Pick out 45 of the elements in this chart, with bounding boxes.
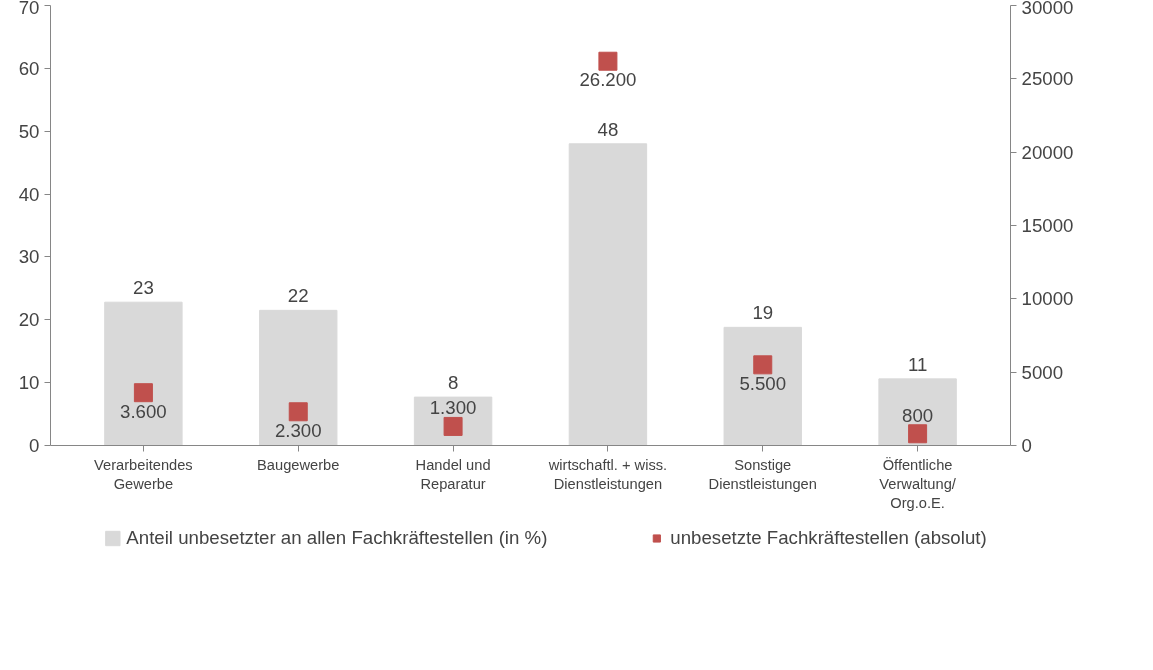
y2-tick-label: 20000 (1021, 141, 1074, 163)
y-tick-label: 70 (18, 0, 40, 18)
y-tick-label: 50 (18, 120, 40, 142)
point (598, 51, 618, 71)
bar (259, 309, 338, 446)
data-label: 23 (133, 277, 154, 299)
y-tick-label: 60 (18, 57, 40, 79)
y2-tick-label: 5000 (1021, 361, 1064, 383)
point (133, 383, 153, 403)
y-tick-label: 0 (29, 435, 40, 456)
y-tick-label: 30 (18, 246, 40, 268)
data-label: 5.500 (739, 372, 787, 394)
data-label: 48 (597, 118, 619, 140)
data-label: 19 (752, 302, 774, 324)
y-tick-label: 10 (18, 372, 40, 394)
x-tick-label: Handel und Reparatur (415, 456, 491, 492)
point (288, 402, 308, 422)
y-tick-label: 40 (18, 183, 40, 205)
bar (723, 326, 802, 446)
x-tick-label: Öffentliche Verwaltung/ Org.o.E. (879, 455, 957, 511)
point (753, 355, 773, 375)
data-label: 26.200 (579, 69, 637, 91)
data-label: 8 (447, 372, 459, 394)
x-tick-label: Sonstige Dienstleistungen (708, 456, 817, 492)
data-label: 800 (902, 404, 934, 426)
x-tick-label: Baugewerbe (257, 456, 340, 473)
bar (568, 143, 648, 446)
data-label: 1.300 (429, 397, 477, 419)
legend-label: unbesetzte Fachkräftestellen (absolut) (670, 527, 987, 549)
y2-tick-label: 10000 (1021, 288, 1074, 310)
x-tick-label: Verarbeitendes Gewerbe (94, 456, 193, 492)
point (908, 424, 928, 444)
y2-tick-label: 0 (1021, 435, 1032, 456)
x-tick-label: wirtschaftl. + wiss. Dienstleistungen (547, 456, 668, 492)
data-label: 11 (907, 353, 928, 375)
bar (878, 378, 957, 446)
data-label: 22 (287, 285, 309, 307)
y2-tick-label: 30000 (1021, 0, 1074, 18)
y2-tick-label: 25000 (1021, 68, 1074, 90)
bar (104, 301, 183, 446)
data-label: 2.300 (274, 419, 322, 441)
y2-tick-label: 15000 (1021, 215, 1074, 236)
data-label: 3.600 (120, 400, 167, 422)
legend-label: Anteil unbesetzter an allen Fachkräftestellen (in %) (126, 527, 548, 549)
y-tick-label: 20 (18, 309, 40, 331)
